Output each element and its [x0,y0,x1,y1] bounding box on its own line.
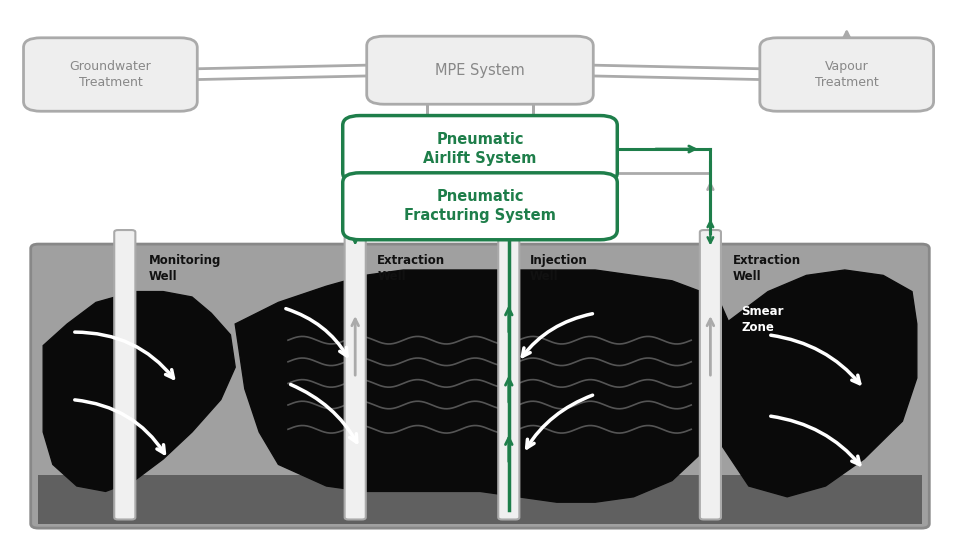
Text: Groundwater
Treatment: Groundwater Treatment [69,60,152,89]
Polygon shape [43,292,235,491]
FancyBboxPatch shape [498,230,519,519]
Text: Monitoring
Well: Monitoring Well [149,254,221,283]
Text: MPE System: MPE System [435,63,525,78]
Text: Pneumatic
Airlift System: Pneumatic Airlift System [423,132,537,166]
FancyBboxPatch shape [31,244,929,528]
Text: Injection
Well: Injection Well [530,254,588,283]
FancyBboxPatch shape [343,116,617,183]
Text: Vapour
Treatment: Vapour Treatment [815,60,878,89]
FancyBboxPatch shape [24,38,198,111]
FancyBboxPatch shape [760,38,933,111]
FancyBboxPatch shape [343,173,617,240]
Text: Extraction
Well: Extraction Well [377,254,445,283]
FancyBboxPatch shape [367,36,593,104]
Polygon shape [710,270,917,497]
Text: Smear
Zone: Smear Zone [741,305,783,334]
Text: Pneumatic
Fracturing System: Pneumatic Fracturing System [404,189,556,224]
FancyBboxPatch shape [345,230,366,519]
Polygon shape [235,270,739,502]
FancyBboxPatch shape [114,230,135,519]
Text: Extraction
Well: Extraction Well [732,254,801,283]
Bar [38,475,922,524]
FancyBboxPatch shape [700,230,721,519]
